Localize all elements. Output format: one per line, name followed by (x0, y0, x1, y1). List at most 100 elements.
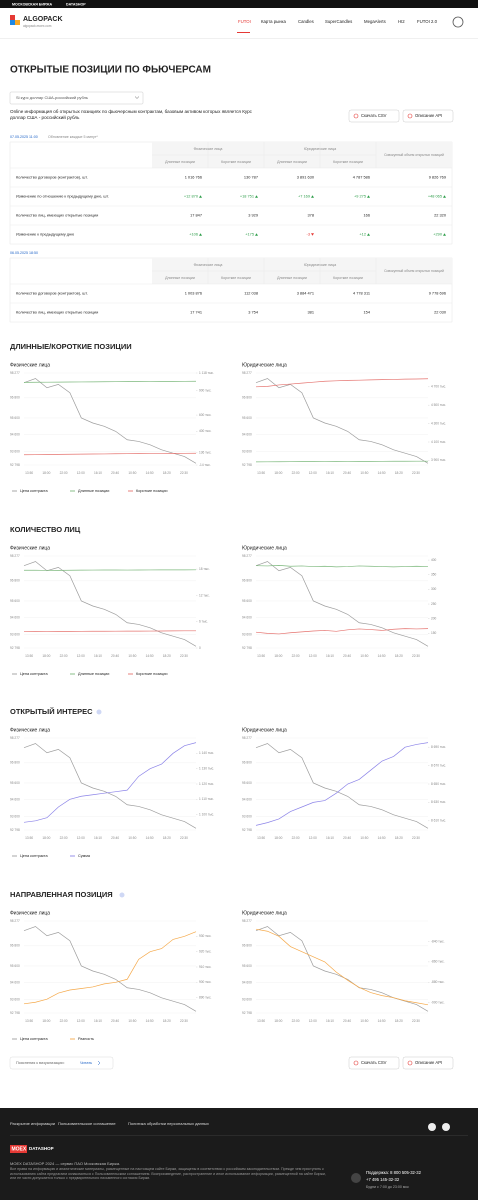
row-label: Количество лиц, имеющих открытые позиции (16, 213, 98, 218)
csv-button[interactable] (348, 109, 400, 123)
series-line (255, 565, 429, 568)
csv-button-label: Скачать CSV (361, 1060, 387, 1065)
user-icon[interactable] (452, 16, 464, 28)
sub-header: Короткие позиции (333, 160, 363, 164)
y-tick-label: 96 800 (10, 579, 20, 583)
y-tick-label: 94 600 (10, 981, 20, 985)
nav-item[interactable]: SuperCandles (325, 19, 352, 24)
footer-link[interactable]: Политика обработки персональных данных (128, 1121, 209, 1126)
y2-tick-label: 1 140 тыс. (199, 751, 214, 755)
explain-label: Пояснения к визуализации: (16, 1061, 65, 1065)
nav-item[interactable]: FUTOI 2.0 (417, 19, 438, 24)
y2-tick-label: 200 (431, 617, 437, 621)
y2-tick-label: 900 тыс. (199, 389, 212, 393)
info-icon[interactable] (96, 709, 102, 715)
x-tick-label: 13:50 (257, 1019, 265, 1023)
y2-tick-label: 1 130 тыс. (199, 767, 214, 771)
table-date: 07.05.2025 11:00 (10, 135, 38, 139)
nav-item[interactable]: HI2 (398, 19, 405, 24)
nav-item[interactable]: MegaAlerts (364, 19, 386, 24)
footer-hours: Будни с 7:00 до 23:00 мск (366, 1185, 409, 1189)
x-tick-label: 14:50 (378, 471, 386, 475)
y2-tick-label: 890 тыс. (199, 996, 212, 1000)
x-tick-label: 18:20 (395, 1019, 403, 1023)
y2-tick-label: 250 (431, 602, 437, 606)
vk-icon[interactable] (442, 1123, 450, 1131)
x-tick-label: 13:50 (25, 836, 33, 840)
cell: 17 741 (190, 310, 202, 315)
y-tick-label: 92 798 (10, 463, 20, 467)
x-tick-label: 22:00 (60, 654, 68, 658)
info-icon[interactable] (119, 892, 125, 898)
y-tick-label: 95 600 (10, 964, 20, 968)
footer-link[interactable]: Пользовательское соглашение (58, 1121, 116, 1126)
sub-header: Короткие позиции (221, 160, 251, 164)
series-line (23, 380, 197, 383)
api-button[interactable] (402, 1056, 454, 1070)
table-note: Обновление каждые 5 минут* (48, 135, 98, 139)
nav-item[interactable]: Candles (298, 19, 314, 24)
csv-button[interactable] (348, 1056, 400, 1070)
y-tick-label: 98 277 (242, 736, 252, 740)
total-header: Совокупный объем открытых позиций (384, 269, 444, 273)
y-tick-label: 95 600 (242, 599, 252, 603)
y2-tick-label: 150 (431, 631, 437, 635)
x-tick-label: 12:00 (309, 654, 317, 658)
x-tick-label: 18:20 (395, 654, 403, 658)
x-tick-label: 14:50 (146, 654, 154, 658)
up-arrow (443, 195, 446, 198)
y-tick-label: 92 798 (10, 1011, 20, 1015)
y-tick-label: 94 600 (242, 981, 252, 985)
y-tick-label: 92 798 (10, 828, 20, 832)
table-date: 06.05.2025 18:50 (10, 251, 38, 255)
footer (0, 1108, 478, 1200)
x-tick-label: 16:10 (94, 836, 102, 840)
x-tick-label: 20:40 (343, 471, 351, 475)
row-label: Количество договоров (контрактов), шт. (16, 175, 88, 180)
cell: 381 (308, 310, 315, 315)
x-tick-label: 16:10 (326, 471, 334, 475)
x-tick-label: 18:20 (163, 471, 171, 475)
footer-support: Поддержка: 8 800 505-32-32 (366, 1170, 422, 1175)
up-arrow (255, 195, 258, 198)
y-tick-label: 96 800 (10, 396, 20, 400)
y-tick-label: 98 277 (242, 919, 252, 923)
price-line (23, 561, 197, 647)
y2-tick-label: 4 100 тыс. (431, 440, 446, 444)
select[interactable] (9, 91, 144, 105)
x-tick-label: 18:00 (42, 836, 50, 840)
x-tick-label: 10:50 (128, 1019, 136, 1023)
chart-subtitle: Юридические лица (242, 545, 287, 551)
y2-tick-label: 600 тыс. (199, 413, 212, 417)
footer-link[interactable]: Раскрытие информации (10, 1121, 55, 1126)
y-tick-label: 95 600 (242, 781, 252, 785)
support-icon (351, 1173, 361, 1183)
y2-tick-label: 1 120 тыс. (199, 782, 214, 786)
y-tick-label: 93 600 (242, 632, 252, 636)
x-tick-label: 22:00 (60, 471, 68, 475)
explain-link[interactable]: Читать (80, 1061, 92, 1065)
x-tick-label: 10:50 (360, 1019, 368, 1023)
page-title: ОТКРЫТЫЕ ПОЗИЦИИ ПО ФЬЮЧЕРСАМ (10, 65, 211, 76)
x-tick-label: 12:00 (77, 471, 85, 475)
row-label: Изменение по отношению к предыдущему дню… (16, 194, 109, 199)
x-tick-label: 13:50 (257, 836, 265, 840)
price-line (255, 378, 429, 464)
legend-label: Цена контракта (20, 672, 48, 676)
cell: -3 (307, 232, 310, 237)
api-button[interactable] (402, 109, 454, 123)
series-line (255, 628, 429, 635)
nav-item[interactable]: FUTOI (238, 19, 251, 24)
x-tick-label: 18:20 (395, 471, 403, 475)
cell: 9 826 769 (429, 175, 446, 180)
x-tick-label: 14:50 (146, 1019, 154, 1023)
nav-item[interactable]: Карта рынка (261, 19, 287, 24)
x-tick-label: 10:50 (128, 471, 136, 475)
y2-tick-label: 400 (431, 558, 437, 562)
y-tick-label: 96 800 (242, 944, 252, 948)
telegram-icon[interactable] (428, 1123, 436, 1131)
x-tick-label: 14:50 (146, 471, 154, 475)
topbar-shop: DATASHOP (66, 2, 86, 6)
cell: +12 870 (184, 194, 199, 199)
